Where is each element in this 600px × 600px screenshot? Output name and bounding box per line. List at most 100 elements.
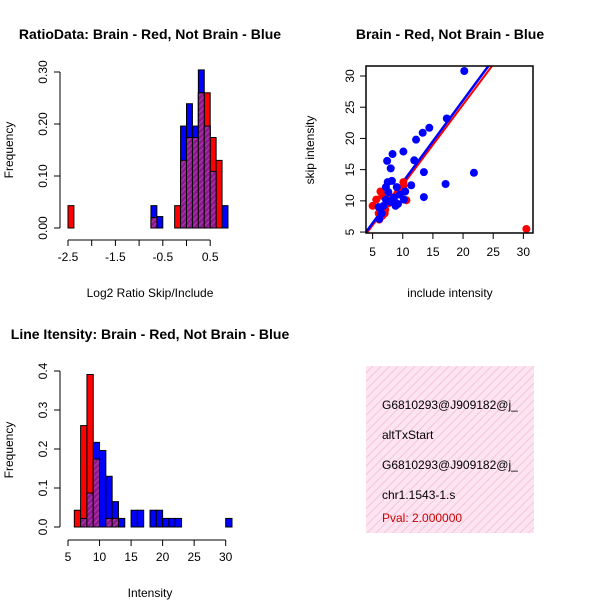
intensity-histogram-axes: 0.0 0.1 0.2 0.3 0.4 5 10 15 20 25 30 — [36, 362, 233, 564]
not-brain-point — [388, 150, 397, 159]
ratio-hist-overlap-bar — [203, 125, 211, 229]
info-panel: G6810293@J909182@j_ altTxStart G6810293@… — [366, 366, 534, 533]
intensity-histogram-panel: Line Itensity: Brain - Red, Not Brain - … — [2, 326, 289, 600]
brain-point — [399, 178, 408, 187]
ratio-histogram-ylabel: Frequency — [2, 122, 16, 179]
intensity-hist-y-tick-label: 0.2 — [36, 440, 50, 457]
intensity-hist-x-tick-label: 5 — [65, 550, 72, 564]
scatter-y-tick-label: 30 — [343, 69, 357, 83]
intensity-histogram-ylabel: Frequency — [2, 422, 16, 479]
scatter-title: Brain - Red, Not Brain - Blue — [356, 26, 544, 42]
intensity-hist-not-brain-bar — [136, 509, 145, 528]
scatter-x-tick-label: 20 — [456, 245, 470, 259]
info-location: chr1.1543-1.s — [382, 488, 455, 502]
intensity-hist-not-brain-bar — [162, 517, 170, 528]
intensity-hist-overlap-bar — [86, 492, 94, 528]
scatter-x-tick-label: 30 — [517, 245, 531, 259]
not-brain-point — [391, 201, 400, 210]
intensity-hist-brain-bar — [73, 509, 82, 528]
not-brain-point — [407, 181, 416, 190]
ratio-hist-brain-bar — [174, 205, 182, 229]
not-brain-point — [381, 183, 390, 192]
info-gene-id-1: G6810293@J909182@j_ — [382, 398, 518, 412]
ratio-hist-overlap-bar — [185, 137, 193, 229]
scatter-x-tick-label: 25 — [487, 245, 501, 259]
not-brain-point — [469, 168, 478, 177]
ratio-hist-x-tick-label: -2.5 — [58, 250, 79, 264]
not-brain-point — [383, 156, 392, 165]
intensity-hist-x-tick-label: 25 — [187, 550, 201, 564]
scatter-ylabel: skip intensity — [303, 116, 317, 185]
intensity-hist-y-tick-label: 0.0 — [36, 518, 50, 535]
intensity-histogram-title: Line Itensity: Brain - Red, Not Brain - … — [11, 326, 290, 342]
intensity-hist-not-brain-bar — [174, 517, 183, 528]
brain-point — [368, 201, 377, 210]
ratio-histogram-axes: 0.00 0.10 0.20 0.30 -2.5 -1.5 -0.5 0.5 — [36, 60, 219, 264]
intensity-hist-x-tick-label: 20 — [156, 550, 170, 564]
not-brain-point — [387, 176, 396, 185]
not-brain-point — [410, 156, 419, 165]
intensity-hist-x-tick-label: 15 — [124, 550, 138, 564]
info-event-type: altTxStart — [382, 428, 434, 442]
ratio-hist-overlap-bar — [180, 159, 187, 229]
not-brain-point — [386, 164, 395, 173]
not-brain-point — [419, 168, 428, 177]
intensity-hist-brain-bar — [80, 425, 88, 528]
ratio-hist-x-tick-label: -0.5 — [152, 250, 173, 264]
ratio-hist-overlap-bar — [209, 170, 217, 229]
intensity-hist-not-brain-bar — [149, 509, 157, 528]
intensity-histogram-xlabel: Intensity — [128, 586, 173, 600]
ratio-hist-brain-bar — [67, 205, 75, 229]
intensity-hist-not-brain-bar — [168, 517, 176, 528]
ratio-hist-overlap-bar — [197, 92, 205, 229]
not-brain-point — [399, 195, 408, 204]
not-brain-point — [392, 183, 401, 192]
ratio-hist-not-brain-bar — [156, 216, 164, 229]
not-brain-point — [399, 147, 408, 156]
intensity-hist-not-brain-bar — [99, 450, 107, 528]
not-brain-point — [419, 193, 428, 202]
scatter-panel: Brain - Red, Not Brain - Blue 5 10 15 20 25 3… — [303, 26, 544, 300]
not-brain-point — [374, 203, 383, 212]
not-brain-point — [375, 214, 384, 223]
ratio-hist-x-tick-label: 0.5 — [202, 250, 219, 264]
intensity-hist-not-brain-bar — [117, 517, 126, 528]
scatter-axes: 5 10 15 20 25 30 5 10 15 20 25 30 — [343, 65, 534, 259]
scatter-frame — [365, 65, 534, 234]
scatter-y-tick-label: 25 — [343, 100, 357, 114]
scatter-plot-area — [366, 66, 531, 233]
brain-point — [372, 195, 381, 204]
ratio-hist-y-tick-label: 0.00 — [36, 216, 50, 240]
ratio-histogram-title: RatioData: Brain - Red, Not Brain - Blue — [19, 26, 281, 42]
intensity-hist-overlap-bar — [111, 517, 119, 528]
brain-point — [522, 224, 531, 233]
intensity-hist-x-tick-label: 30 — [219, 550, 233, 564]
ratio-hist-overlap-bar — [150, 217, 158, 229]
scatter-x-tick-label: 10 — [396, 245, 410, 259]
intensity-hist-y-tick-label: 0.1 — [36, 479, 50, 496]
not-brain-point — [418, 128, 427, 137]
ratio-hist-y-tick-label: 0.20 — [36, 112, 50, 136]
ratio-hist-y-tick-label: 0.10 — [36, 164, 50, 188]
scatter-marks — [366, 66, 531, 233]
ratio-hist-overlap-bar — [191, 137, 199, 229]
intensity-hist-y-tick-label: 0.4 — [36, 362, 50, 379]
not-brain-point — [412, 135, 421, 144]
ratio-histogram-panel: RatioData: Brain - Red, Not Brain - Blue… — [2, 26, 281, 300]
intensity-hist-not-brain-bar — [155, 509, 164, 528]
scatter-x-tick-label: 5 — [369, 245, 376, 259]
intensity-hist-not-brain-bar — [130, 509, 138, 528]
scatter-y-tick-label: 15 — [343, 163, 357, 177]
intensity-histogram-bars — [73, 374, 233, 528]
ratio-histogram-xlabel: Log2 Ratio Skip/Include — [87, 286, 214, 300]
ratio-hist-not-brain-bar — [221, 205, 229, 229]
ratio-hist-brain-bar — [215, 159, 223, 229]
scatter-y-tick-label: 5 — [343, 228, 357, 235]
intensity-hist-overlap-bar — [105, 517, 113, 528]
not-brain-point — [442, 114, 451, 123]
intensity-hist-y-tick-label: 0.3 — [36, 401, 50, 418]
intensity-hist-overlap-bar — [80, 517, 88, 528]
not-brain-point — [441, 179, 450, 188]
scatter-y-tick-label: 10 — [343, 194, 357, 208]
